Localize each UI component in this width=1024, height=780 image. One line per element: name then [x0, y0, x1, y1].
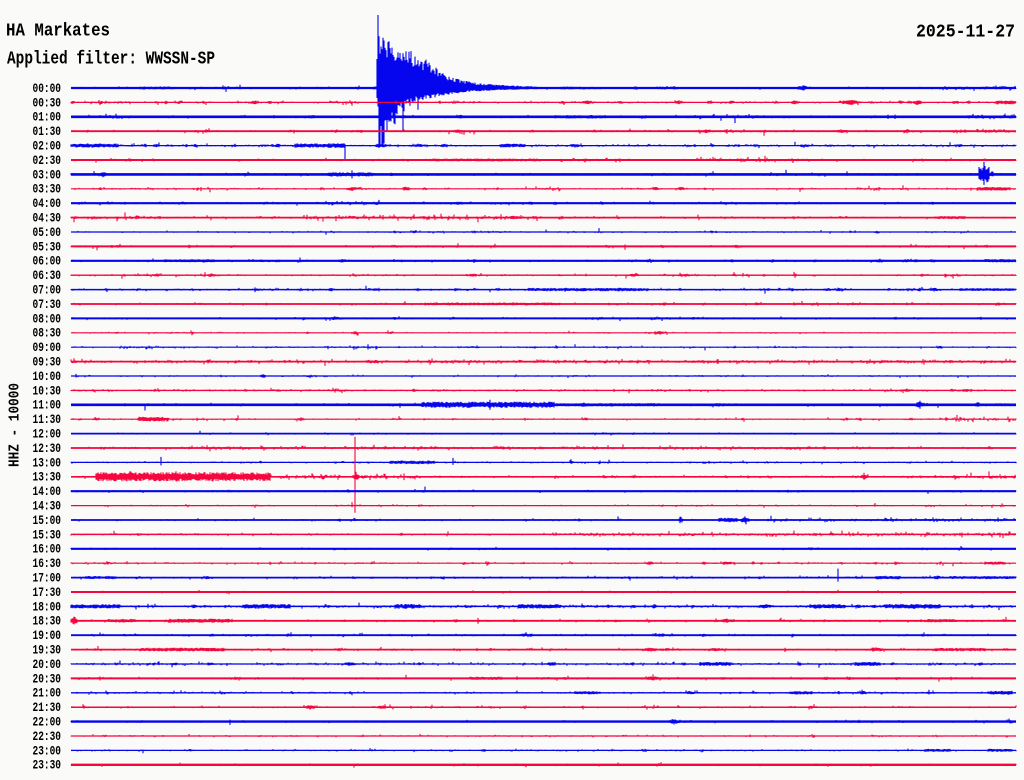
- svg-text:03:30: 03:30: [33, 182, 62, 197]
- svg-text:11:30: 11:30: [33, 412, 62, 427]
- svg-text:05:00: 05:00: [33, 225, 62, 240]
- svg-text:22:30: 22:30: [33, 729, 62, 744]
- svg-text:00:30: 00:30: [33, 95, 62, 110]
- svg-text:13:00: 13:00: [33, 455, 62, 470]
- svg-text:HA Markates: HA Markates: [6, 21, 110, 41]
- svg-text:Applied filter: WWSSN-SP: Applied filter: WWSSN-SP: [7, 50, 215, 70]
- svg-text:16:30: 16:30: [33, 556, 62, 571]
- svg-text:10:00: 10:00: [33, 369, 62, 384]
- svg-text:05:30: 05:30: [33, 239, 62, 254]
- svg-text:00:00: 00:00: [33, 81, 62, 96]
- svg-text:04:30: 04:30: [33, 211, 62, 226]
- svg-text:15:30: 15:30: [33, 527, 62, 542]
- svg-text:23:30: 23:30: [33, 758, 62, 773]
- svg-text:14:30: 14:30: [33, 499, 62, 514]
- svg-text:17:00: 17:00: [33, 571, 62, 586]
- svg-text:18:00: 18:00: [33, 599, 62, 614]
- svg-text:22:00: 22:00: [33, 715, 62, 730]
- svg-text:20:30: 20:30: [33, 671, 62, 686]
- svg-text:15:00: 15:00: [33, 513, 62, 528]
- svg-text:06:00: 06:00: [33, 254, 62, 269]
- svg-text:12:00: 12:00: [33, 427, 62, 442]
- svg-text:17:30: 17:30: [33, 585, 62, 600]
- svg-text:12:30: 12:30: [33, 441, 62, 456]
- svg-text:08:00: 08:00: [33, 311, 62, 326]
- svg-text:21:00: 21:00: [33, 686, 62, 701]
- svg-text:23:00: 23:00: [33, 743, 62, 758]
- svg-text:01:30: 01:30: [33, 124, 62, 139]
- svg-text:2025-11-27: 2025-11-27: [916, 21, 1015, 42]
- svg-text:19:30: 19:30: [33, 643, 62, 658]
- svg-text:08:30: 08:30: [33, 326, 62, 341]
- svg-text:21:30: 21:30: [33, 700, 62, 715]
- svg-text:01:00: 01:00: [33, 110, 62, 125]
- svg-text:06:30: 06:30: [33, 268, 62, 283]
- svg-text:14:00: 14:00: [33, 484, 62, 499]
- svg-text:10:30: 10:30: [33, 383, 62, 398]
- svg-text:04:00: 04:00: [33, 196, 62, 211]
- svg-text:11:00: 11:00: [33, 398, 62, 413]
- svg-text:07:30: 07:30: [33, 297, 62, 312]
- svg-text:09:00: 09:00: [33, 340, 62, 355]
- svg-text:18:30: 18:30: [33, 614, 62, 629]
- svg-text:09:30: 09:30: [33, 355, 62, 370]
- svg-text:02:00: 02:00: [33, 139, 62, 154]
- svg-text:19:00: 19:00: [33, 628, 62, 643]
- svg-text:20:00: 20:00: [33, 657, 62, 672]
- svg-text:07:00: 07:00: [33, 283, 62, 298]
- svg-text:13:30: 13:30: [33, 470, 62, 485]
- svg-text:03:00: 03:00: [33, 167, 62, 182]
- svg-text:02:30: 02:30: [33, 153, 62, 168]
- svg-text:HHZ - 10000: HHZ - 10000: [8, 383, 24, 467]
- svg-text:16:00: 16:00: [33, 542, 62, 557]
